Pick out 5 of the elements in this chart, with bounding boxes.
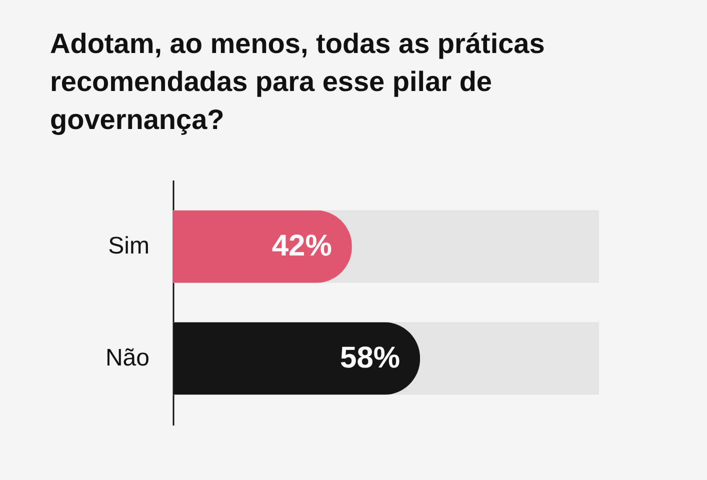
data-label: 58% bbox=[340, 341, 400, 374]
y-tick-label: Sim bbox=[108, 232, 150, 260]
data-label: 42% bbox=[272, 230, 332, 263]
chart-title: Adotam, ao menos, todas as práticas recomendadas para esse pilar de governança? bbox=[50, 28, 545, 135]
y-tick-label: Não bbox=[105, 344, 150, 372]
